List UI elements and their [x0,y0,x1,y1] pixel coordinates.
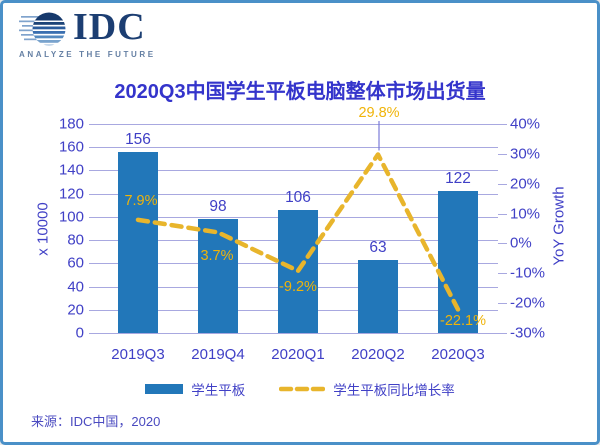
right-axis-tick-label: 20% [510,175,541,193]
bar-value-label: 106 [285,188,311,206]
bar-swatch-icon [145,384,184,394]
x-axis-tick-label: 2019Q4 [191,346,245,363]
left-tick-mark [89,170,98,172]
growth-line [135,121,461,312]
growth-value-label: 7.9% [124,192,158,209]
plot-area: 0 20 40 60 80 100 120 140 160 180 -30% -20% -10% 0% 10… [59,105,545,363]
growth-value-label: -22.1% [440,313,486,330]
bar [358,259,398,333]
left-axis-tick-label: 80 [67,231,84,249]
right-tick-mark [498,183,507,185]
idc-tagline: ANALYZE THE FUTURE [19,50,156,59]
left-tick-mark [89,240,98,242]
bar [118,151,158,333]
right-tick-mark [498,243,507,245]
legend-label: 学生平板同比增长率 [333,383,455,398]
right-tick-mark [498,213,507,215]
right-tick-mark [498,273,507,275]
left-axis-tick-label: 140 [58,161,84,179]
x-axis-tick-label: 2020Q3 [431,346,485,363]
left-axis-title: x 10000 [34,202,52,256]
gridline [98,333,498,334]
right-axis-tick-label: 0% [510,234,532,252]
bar-value-label: 63 [369,238,387,256]
left-axis-tick-label: 120 [58,185,84,203]
left-axis-tick-label: 180 [58,115,84,133]
left-axis-tick-label: 0 [75,324,84,342]
growth-value-label: -9.2% [279,278,317,295]
left-tick-mark [89,216,98,218]
right-axis-tick-label: -30% [510,324,546,342]
left-axis-tick-label: 100 [58,208,84,226]
right-axis-tick-label: 40% [510,115,541,133]
idc-wordmark: IDC [73,6,146,48]
left-tick-mark [89,193,98,195]
chart-title: 2020Q3中国学生平板电脑整体市场出货量 [114,81,486,103]
right-tick-mark [498,333,507,334]
x-axis-tick-label: 2020Q1 [271,346,325,363]
gridline [98,193,498,195]
right-axis-tick-label: -10% [510,264,546,282]
x-axis-tick-label: 2019Q3 [111,346,165,363]
left-axis-tick-label: 60 [67,254,84,272]
left-tick-mark [89,309,98,311]
left-tick-mark [89,147,98,149]
left-axis-tick-label: 20 [67,301,84,319]
dashed-line-swatch-icon [279,386,326,392]
right-tick-mark [498,153,507,155]
bar-value-label: 98 [209,198,227,216]
right-axis-tick-label: 30% [510,145,541,163]
right-axis-tick-label: -20% [510,294,546,312]
legend-label: 学生平板 [191,383,246,398]
bar-value-label: 156 [125,130,151,148]
left-axis-tick-label: 40 [67,278,84,296]
chart-legend: 学生平板 学生平板同比增长率 [3,378,597,400]
x-axis-tick-label: 2020Q2 [351,346,405,363]
left-axis-tick-label: 160 [58,138,84,156]
source-note: 来源：IDC中国，2020 [31,414,161,429]
left-tick-mark [89,333,98,334]
legend-item-line: 学生平板同比增长率 [279,379,455,399]
bar-value-label: 122 [445,170,471,188]
right-tick-mark [498,303,507,305]
gridline [98,147,498,149]
left-tick-mark [89,286,98,288]
right-axis-title: YoY Growth [550,186,568,266]
left-tick-mark [89,263,98,265]
left-tick-mark [89,124,98,125]
gridline [98,170,498,172]
idc-logo: IDC ANALYZE THE FUTURE [19,6,189,61]
gridline [98,124,498,125]
right-tick-mark [498,124,507,125]
right-axis-tick-label: 10% [510,205,541,223]
idc-globe-icon [19,12,66,46]
growth-value-label: 3.7% [200,248,234,265]
growth-value-label: 29.8% [358,105,400,121]
legend-item-bar: 学生平板 [145,379,245,399]
